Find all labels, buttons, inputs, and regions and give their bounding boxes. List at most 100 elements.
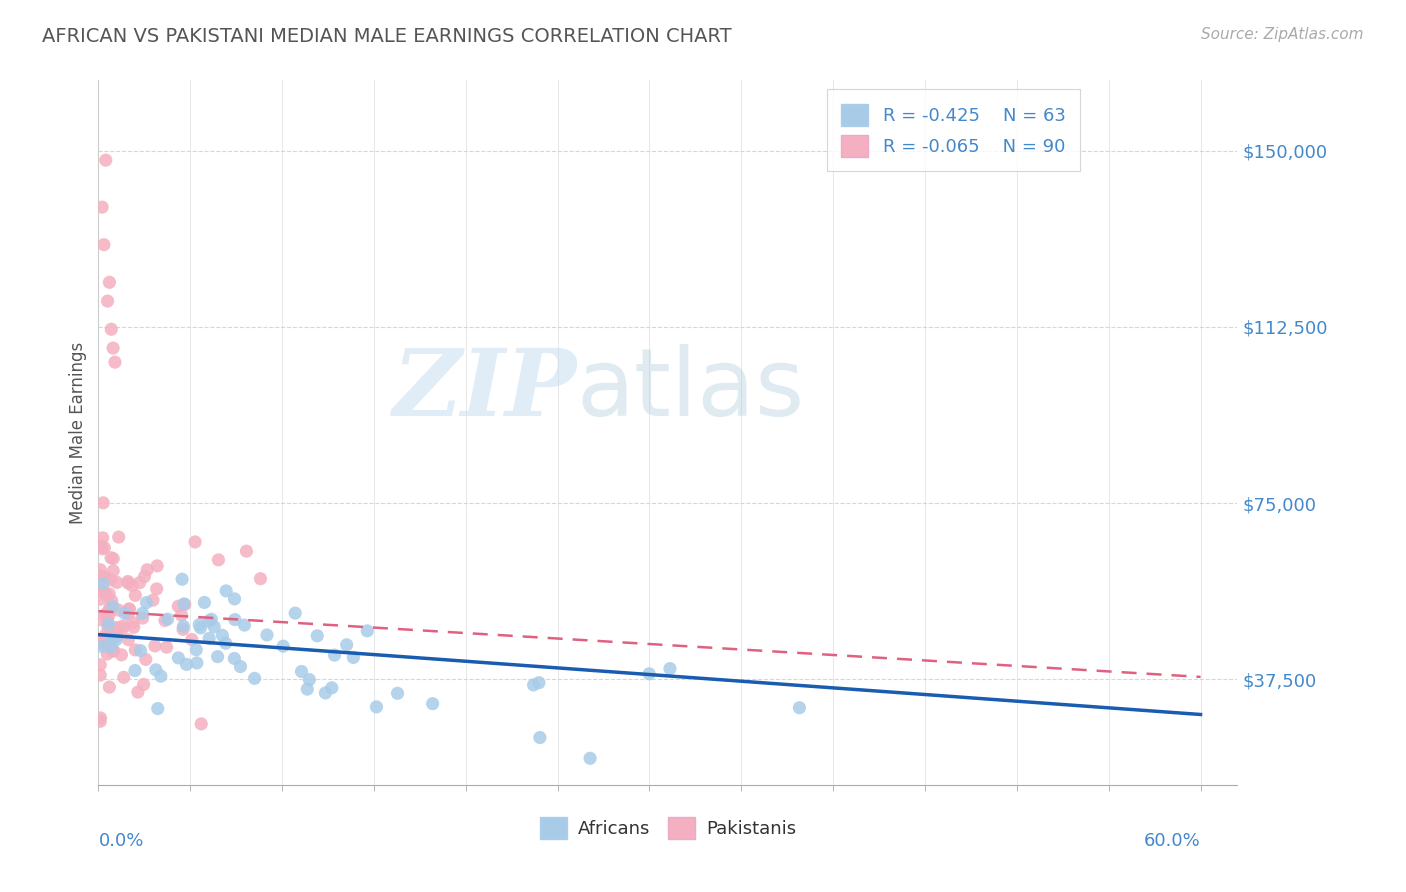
Point: [98, 275, 121, 289]
Point: [103, 627, 125, 641]
Point: [98, 680, 121, 694]
Point: [94, 570, 117, 584]
Point: [527, 675, 550, 690]
Point: [93, 541, 115, 555]
Point: [100, 594, 122, 608]
Point: [142, 593, 165, 607]
Text: 60.0%: 60.0%: [1144, 832, 1201, 850]
Point: [105, 621, 128, 635]
Point: [180, 632, 202, 647]
Point: [146, 558, 169, 573]
Point: [135, 652, 157, 666]
Point: [89, 711, 111, 725]
Point: [132, 677, 155, 691]
Point: [103, 551, 125, 566]
Point: [97, 294, 120, 309]
Point: [134, 569, 156, 583]
Point: [104, 355, 127, 369]
Point: [145, 582, 167, 596]
Point: [89, 635, 111, 649]
Point: [96, 647, 118, 661]
Point: [89, 563, 111, 577]
Point: [131, 611, 153, 625]
Text: 0.0%: 0.0%: [98, 832, 143, 850]
Point: [211, 628, 233, 642]
Text: ZIP: ZIP: [392, 345, 576, 435]
Point: [290, 665, 312, 679]
Point: [97, 620, 120, 634]
Point: [146, 701, 169, 715]
Point: [314, 686, 336, 700]
Point: [97, 614, 120, 628]
Point: [89, 613, 111, 627]
Point: [118, 602, 141, 616]
Point: [91, 576, 114, 591]
Point: [235, 544, 257, 558]
Point: [117, 576, 139, 591]
Point: [111, 619, 134, 633]
Point: [112, 670, 135, 684]
Point: [224, 613, 246, 627]
Point: [149, 669, 172, 683]
Point: [336, 638, 359, 652]
Point: [298, 673, 321, 687]
Point: [89, 592, 111, 607]
Point: [198, 614, 221, 628]
Point: [789, 700, 811, 714]
Point: [93, 632, 115, 646]
Point: [127, 685, 149, 699]
Point: [117, 574, 139, 589]
Point: [356, 624, 378, 638]
Point: [91, 200, 114, 214]
Point: [97, 617, 120, 632]
Point: [167, 651, 190, 665]
Point: [101, 644, 124, 658]
Point: [249, 572, 271, 586]
Point: [93, 585, 115, 599]
Point: [100, 550, 122, 565]
Point: [136, 563, 159, 577]
Point: [91, 531, 114, 545]
Point: [173, 598, 195, 612]
Point: [100, 322, 122, 336]
Point: [114, 606, 136, 620]
Point: [91, 640, 114, 654]
Point: [186, 656, 208, 670]
Point: [170, 608, 193, 623]
Point: [98, 604, 121, 618]
Point: [105, 575, 128, 590]
Point: [200, 612, 222, 626]
Point: [145, 663, 167, 677]
Point: [105, 632, 128, 647]
Point: [522, 678, 544, 692]
Point: [188, 617, 211, 632]
Point: [94, 628, 117, 642]
Point: [128, 575, 150, 590]
Text: atlas: atlas: [576, 344, 806, 436]
Point: [172, 572, 194, 586]
Point: [190, 621, 212, 635]
Point: [172, 623, 194, 637]
Point: [153, 614, 176, 628]
Point: [638, 666, 661, 681]
Point: [659, 662, 682, 676]
Point: [190, 717, 212, 731]
Point: [93, 637, 115, 651]
Point: [229, 659, 252, 673]
Point: [101, 632, 124, 646]
Point: [89, 668, 111, 682]
Point: [91, 541, 114, 556]
Point: [101, 599, 124, 614]
Point: [307, 629, 329, 643]
Point: [93, 237, 115, 252]
Point: [122, 620, 145, 634]
Point: [107, 603, 129, 617]
Point: [110, 648, 132, 662]
Point: [184, 535, 207, 549]
Point: [101, 341, 124, 355]
Point: [271, 639, 294, 653]
Legend: Africans, Pakistanis: Africans, Pakistanis: [533, 810, 803, 847]
Point: [202, 620, 225, 634]
Point: [103, 622, 125, 636]
Point: [224, 651, 246, 665]
